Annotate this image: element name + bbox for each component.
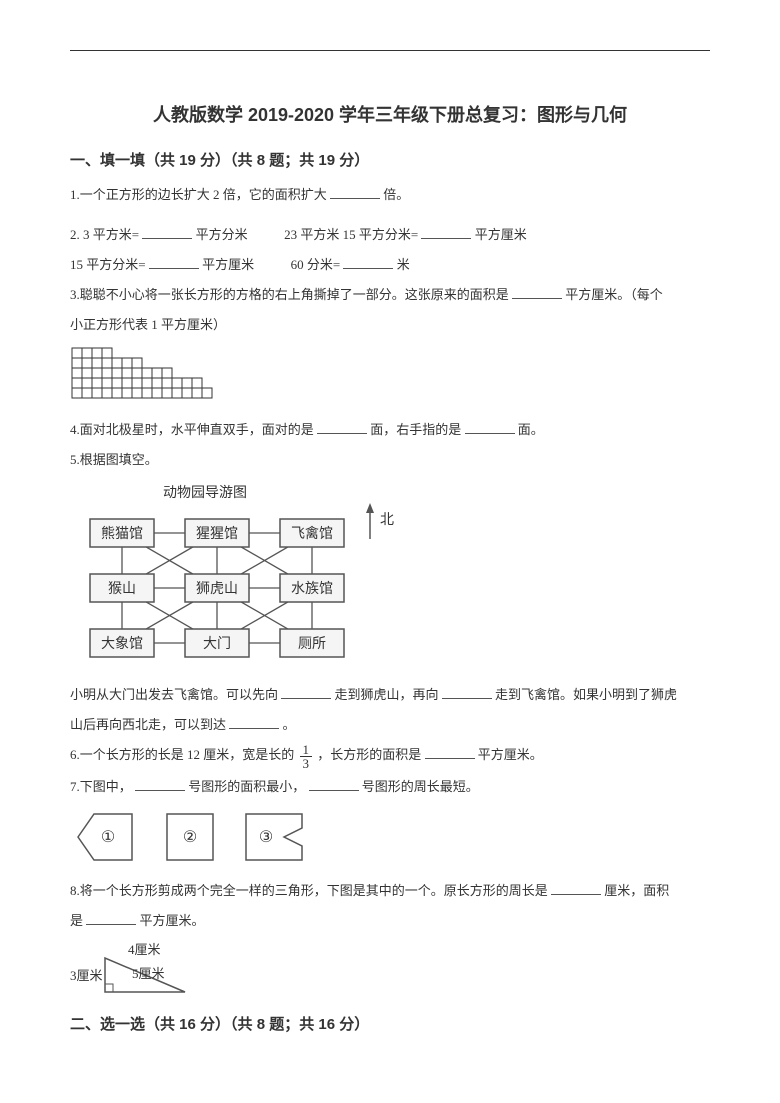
q2-p2a: 23 平方米 15 平方分米=	[284, 227, 418, 242]
q5-blank-2[interactable]	[442, 685, 492, 699]
question-5-lead: 5.根据图填空。	[70, 447, 710, 473]
q2-blank-3[interactable]	[149, 255, 199, 269]
q7-blank-1[interactable]	[135, 777, 185, 791]
q6-frac-den: 3	[300, 757, 313, 770]
q7-shape-1: ①	[70, 806, 140, 868]
q2-p3a: 15 平方分米=	[70, 257, 146, 272]
question-8: 8.将一个长方形剪成两个完全一样的三角形，下图是其中的一个。原长方形的周长是 厘…	[70, 878, 710, 904]
q6-blank[interactable]	[425, 745, 475, 759]
svg-text:飞禽馆: 飞禽馆	[291, 525, 333, 542]
question-5-para2: 山后再向西北走，可以到达 。	[70, 712, 710, 738]
top-rule	[70, 50, 710, 51]
q8-blank-1[interactable]	[551, 881, 601, 895]
q5-blank-1[interactable]	[281, 685, 331, 699]
q8-d: 平方厘米。	[140, 913, 205, 928]
q2-p1a: 2. 3 平方米=	[70, 227, 139, 242]
svg-text:水族馆: 水族馆	[291, 581, 333, 597]
q5-para-c: 走到飞禽馆。如果小明到了狮虎	[495, 687, 677, 702]
svg-text:4厘米: 4厘米	[128, 942, 161, 957]
q1-blank[interactable]	[330, 185, 380, 199]
q3-line1b: 平方厘米。（每个	[565, 287, 663, 302]
q7-blank-2[interactable]	[309, 777, 359, 791]
q1-text-b: 倍。	[383, 187, 409, 202]
q3-torn-grid-figure	[70, 344, 710, 409]
svg-text:3厘米: 3厘米	[70, 968, 103, 983]
q7-shape-3: ③	[240, 806, 310, 868]
q2-p4a: 60 分米=	[291, 257, 341, 272]
section-1-heading: 一、填一填（共 19 分）（共 8 题；共 19 分）	[70, 149, 710, 170]
q5-blank-3[interactable]	[229, 715, 279, 729]
q4-blank-2[interactable]	[465, 420, 515, 434]
q2-p2b: 平方厘米	[475, 227, 527, 242]
q5-para-d: 山后再向西北走，可以到达	[70, 717, 226, 732]
q7-c: 号图形的周长最短。	[362, 779, 479, 794]
question-4: 4.面对北极星时，水平伸直双手，面对的是 面，右手指的是 面。	[70, 417, 710, 443]
svg-text:③: ③	[259, 829, 273, 846]
question-1: 1.一个正方形的边长扩大 2 倍，它的面积扩大 倍。	[70, 182, 710, 208]
svg-text:猴山: 猴山	[108, 581, 136, 597]
q5-zoo-map-figure: 动物园导游图北熊猫馆 猩猩馆 飞禽馆猴山 狮虎山 水族馆大象馆 大门 厕所	[70, 479, 710, 674]
q4-b: 面，右手指的是	[370, 422, 461, 437]
svg-text:②: ②	[183, 829, 197, 846]
q4-c: 面。	[518, 422, 544, 437]
q8-b: 厘米，面积	[604, 883, 669, 898]
q6-a: 6.一个长方形的长是 12 厘米，宽是长的	[70, 747, 294, 762]
q2-p3b: 平方厘米	[202, 257, 254, 272]
q5-para-e: 。	[283, 717, 296, 732]
page-title: 人教版数学 2019-2020 学年三年级下册总复习：图形与几何	[70, 101, 710, 127]
q2-p1b: 平方分米	[196, 227, 248, 242]
q6-fraction: 1 3	[300, 743, 313, 770]
svg-text:大象馆: 大象馆	[101, 636, 143, 652]
svg-text:北: 北	[380, 512, 394, 528]
q4-blank-1[interactable]	[317, 420, 367, 434]
svg-text:5厘米: 5厘米	[132, 966, 165, 981]
q7-shape-2: ②	[160, 806, 220, 868]
question-2: 2. 3 平方米= 平方分米 23 平方米 15 平方分米= 平方厘米	[70, 222, 710, 248]
question-8-line2: 是 平方厘米。	[70, 908, 710, 934]
q7-a: 7.下图中，	[70, 779, 132, 794]
q5-para-a: 小明从大门出发去飞禽馆。可以先向	[70, 687, 278, 702]
svg-text:厕所: 厕所	[298, 636, 326, 652]
svg-text:猩猩馆: 猩猩馆	[196, 526, 238, 542]
svg-text:动物园导游图: 动物园导游图	[163, 485, 247, 501]
q8-a: 8.将一个长方形剪成两个完全一样的三角形，下图是其中的一个。原长方形的周长是	[70, 883, 548, 898]
q7-shapes-row: ① ② ③	[70, 806, 710, 868]
q2-blank-1[interactable]	[142, 225, 192, 239]
section-2-heading: 二、选一选（共 16 分）（共 8 题；共 16 分）	[70, 1013, 710, 1034]
q8-c: 是	[70, 913, 83, 928]
q8-triangle-figure: 4厘米 3厘米 5厘米	[70, 940, 710, 1005]
q6-b: ，长方形的面积是	[317, 747, 421, 762]
q7-b: 号图形的面积最小，	[188, 779, 305, 794]
q6-frac-num: 1	[300, 743, 313, 757]
q3-blank[interactable]	[512, 285, 562, 299]
q2-p4b: 米	[397, 257, 410, 272]
q4-a: 4.面对北极星时，水平伸直双手，面对的是	[70, 422, 314, 437]
q6-c: 平方厘米。	[478, 747, 543, 762]
q2-blank-2[interactable]	[421, 225, 471, 239]
q8-blank-2[interactable]	[86, 911, 136, 925]
question-5-para: 小明从大门出发去飞禽馆。可以先向 走到狮虎山，再向 走到飞禽馆。如果小明到了狮虎	[70, 682, 710, 708]
question-3-line2: 小正方形代表 1 平方厘米）	[70, 312, 710, 338]
question-2-line2: 15 平方分米= 平方厘米 60 分米= 米	[70, 252, 710, 278]
svg-text:大门: 大门	[203, 636, 231, 652]
q3-line1a: 3.聪聪不小心将一张长方形的方格的右上角撕掉了一部分。这张原来的面积是	[70, 287, 509, 302]
question-7: 7.下图中， 号图形的面积最小， 号图形的周长最短。	[70, 774, 710, 800]
q2-blank-4[interactable]	[343, 255, 393, 269]
q1-text-a: 1.一个正方形的边长扩大 2 倍，它的面积扩大	[70, 187, 327, 202]
question-3: 3.聪聪不小心将一张长方形的方格的右上角撕掉了一部分。这张原来的面积是 平方厘米…	[70, 282, 710, 308]
svg-text:狮虎山: 狮虎山	[196, 581, 238, 597]
q5-para-b: 走到狮虎山，再向	[335, 687, 439, 702]
svg-text:①: ①	[101, 829, 115, 846]
svg-text:熊猫馆: 熊猫馆	[101, 526, 143, 542]
question-6: 6.一个长方形的长是 12 厘米，宽是长的 1 3 ，长方形的面积是 平方厘米。	[70, 742, 710, 770]
